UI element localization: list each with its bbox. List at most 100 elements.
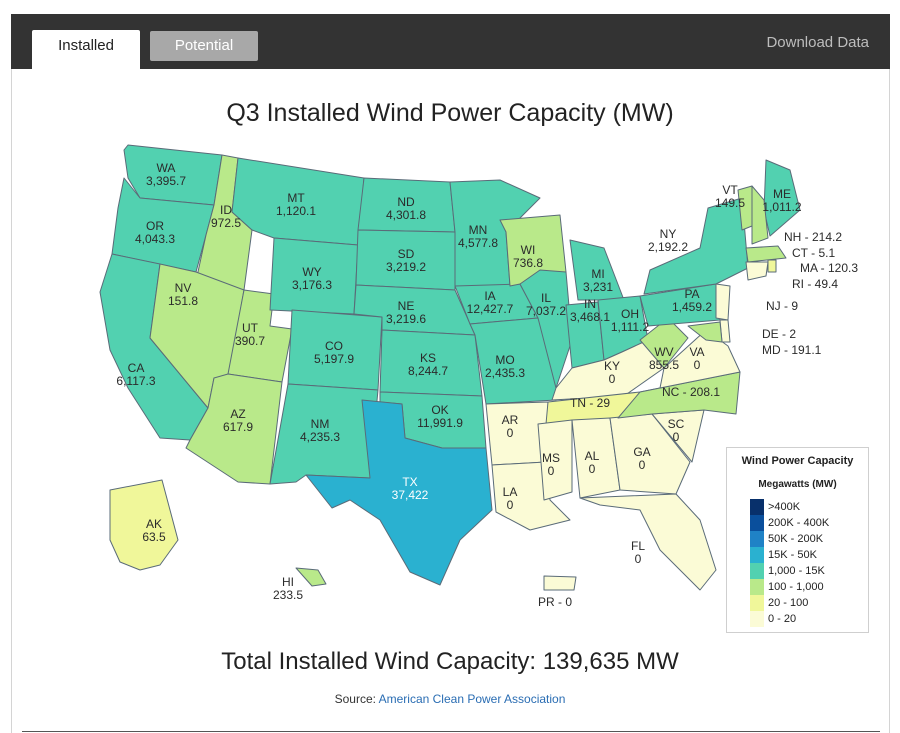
state-pr[interactable] bbox=[543, 575, 577, 591]
state-label: 1,459.2 bbox=[672, 300, 712, 314]
state-label: NC - 208.1 bbox=[662, 385, 720, 399]
state-label: MA - 120.3 bbox=[800, 261, 858, 275]
tab-potential[interactable]: Potential bbox=[150, 31, 258, 61]
state-label: 12,427.7 bbox=[467, 302, 514, 316]
state-label: TN - 29 bbox=[570, 396, 610, 410]
state-label: 3,468.1 bbox=[570, 310, 610, 324]
state-ri[interactable] bbox=[767, 259, 777, 273]
legend-title: Wind Power Capacity bbox=[741, 455, 854, 467]
state-label: 1,111.2 bbox=[611, 320, 650, 334]
state-label: CO bbox=[325, 339, 343, 353]
state-label: AL bbox=[585, 449, 600, 463]
tab-installed[interactable]: Installed bbox=[32, 30, 140, 69]
state-label: 0 bbox=[639, 458, 646, 472]
state-label: IN bbox=[584, 297, 596, 311]
state-label: 617.9 bbox=[223, 420, 253, 434]
state-label: ID bbox=[220, 203, 232, 217]
legend-item: 20 - 100 bbox=[750, 595, 808, 611]
state-label: 11,991.9 bbox=[417, 416, 463, 430]
legend-swatch bbox=[750, 611, 764, 627]
legend-swatch bbox=[750, 531, 764, 547]
state-ms[interactable] bbox=[537, 419, 573, 501]
legend-label: 0 - 20 bbox=[768, 613, 797, 625]
state-label: MS bbox=[542, 451, 560, 465]
state-label: UT bbox=[242, 321, 259, 335]
state-label: 1,120.1 bbox=[276, 204, 316, 218]
state-label: IL bbox=[541, 291, 551, 305]
state-label: 4,043.3 bbox=[135, 232, 175, 246]
state-label: 736.8 bbox=[513, 256, 543, 270]
legend-label: 200K - 400K bbox=[768, 517, 830, 529]
state-md[interactable] bbox=[687, 321, 723, 343]
state-label: FL bbox=[631, 539, 645, 553]
state-label: RI - 49.4 bbox=[792, 277, 838, 291]
state-label: IA bbox=[484, 289, 495, 303]
state-ny[interactable] bbox=[643, 197, 749, 295]
state-label: CA bbox=[128, 361, 145, 375]
legend-item: 50K - 200K bbox=[750, 531, 823, 547]
state-or[interactable] bbox=[111, 177, 215, 273]
state-label: ND bbox=[397, 195, 415, 209]
state-label: CT - 5.1 bbox=[792, 246, 835, 260]
legend-label: 100 - 1,000 bbox=[768, 581, 824, 593]
state-label: 7,037.2 bbox=[526, 304, 566, 318]
state-ct[interactable] bbox=[745, 261, 769, 281]
state-label: NY bbox=[660, 227, 677, 241]
state-label: 3,395.7 bbox=[146, 174, 186, 188]
legend-item: 200K - 400K bbox=[750, 515, 829, 531]
state-label: 0 bbox=[673, 430, 680, 444]
state-ma[interactable] bbox=[745, 245, 787, 263]
legend-item: 15K - 50K bbox=[750, 547, 817, 563]
state-label: 390.7 bbox=[235, 334, 265, 348]
state-label: WV bbox=[654, 345, 673, 359]
state-label: 3,231 bbox=[583, 280, 613, 294]
state-label: OK bbox=[431, 403, 448, 417]
download-data-link[interactable]: Download Data bbox=[766, 34, 869, 51]
state-label: DE - 2 bbox=[762, 327, 796, 341]
state-label: MD - 191.1 bbox=[762, 343, 822, 357]
state-nj[interactable] bbox=[715, 283, 731, 321]
state-label: WA bbox=[157, 161, 176, 175]
state-label: GA bbox=[633, 445, 650, 459]
state-label: 855.5 bbox=[649, 358, 679, 372]
state-label: LA bbox=[503, 485, 518, 499]
state-va[interactable] bbox=[659, 329, 741, 389]
legend-swatch bbox=[750, 563, 764, 579]
state-label: PR - 0 bbox=[538, 595, 572, 609]
state-tx[interactable] bbox=[305, 399, 493, 586]
state-hi[interactable] bbox=[295, 567, 327, 587]
state-label: 233.5 bbox=[273, 588, 303, 602]
state-label: 4,235.3 bbox=[300, 430, 340, 444]
legend-label: 20 - 100 bbox=[768, 597, 809, 609]
state-nh[interactable] bbox=[751, 185, 769, 245]
state-label: VT bbox=[722, 183, 738, 197]
state-label: HI bbox=[282, 575, 294, 589]
legend-subtitle: Megawatts (MW) bbox=[758, 479, 837, 490]
state-label: ME bbox=[773, 187, 791, 201]
state-label: 2,435.3 bbox=[485, 366, 525, 380]
legend-label: 15K - 50K bbox=[768, 549, 817, 561]
state-label: PA bbox=[684, 287, 699, 301]
state-fl[interactable] bbox=[579, 493, 717, 591]
state-label: 1,011.2 bbox=[762, 200, 801, 214]
total-capacity: Total Installed Wind Capacity: 139,635 M… bbox=[221, 648, 679, 675]
state-label: NH - 214.2 bbox=[784, 230, 842, 244]
state-label: 3,219.2 bbox=[386, 260, 426, 274]
legend-item: 0 - 20 bbox=[750, 611, 796, 627]
state-az[interactable] bbox=[185, 373, 283, 485]
state-ak[interactable] bbox=[109, 479, 179, 571]
state-label: WI bbox=[521, 243, 536, 257]
state-label: OR bbox=[146, 219, 164, 233]
state-label: 63.5 bbox=[142, 530, 166, 544]
legend-swatch bbox=[750, 499, 764, 515]
state-label: AR bbox=[502, 413, 519, 427]
state-label: AK bbox=[146, 517, 162, 531]
state-label: MI bbox=[591, 267, 604, 281]
legend-swatch bbox=[750, 547, 764, 563]
state-label: 0 bbox=[694, 358, 701, 372]
source-link[interactable]: American Clean Power Association bbox=[378, 692, 566, 706]
legend: Wind Power Capacity Megawatts (MW) >400K… bbox=[726, 447, 869, 633]
divider bbox=[22, 731, 880, 732]
legend-item: 1,000 - 15K bbox=[750, 563, 825, 579]
